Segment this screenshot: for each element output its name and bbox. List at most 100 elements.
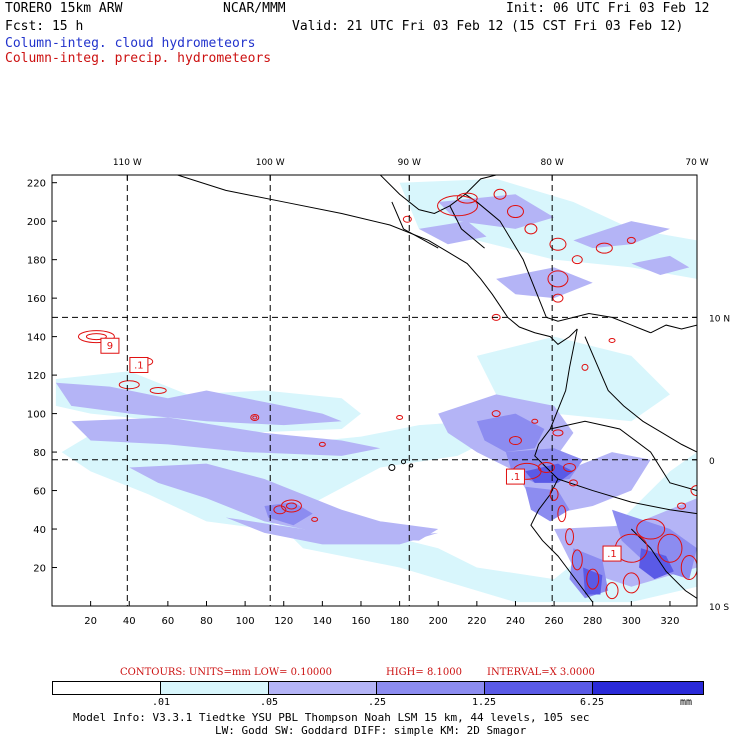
lon-label: 100 W <box>256 158 285 168</box>
x-tick-label: 140 <box>313 616 332 627</box>
precip-contour <box>608 337 616 343</box>
colorbar-tick: .05 <box>260 697 279 708</box>
x-tick-label: 40 <box>123 616 136 627</box>
x-tick-label: 100 <box>236 616 255 627</box>
precip-contour <box>605 582 619 600</box>
x-tick-label: 220 <box>467 616 486 627</box>
colorbar-unit: mm <box>680 697 693 708</box>
y-tick-label: 160 <box>27 294 46 305</box>
precip-contour <box>85 333 107 341</box>
cloud-region <box>612 509 697 580</box>
precip-contour <box>690 485 697 497</box>
coastline-yucatan <box>464 175 497 195</box>
precip-contour <box>252 415 258 420</box>
lon-label: 110 W <box>113 158 142 168</box>
x-tick-label: 300 <box>622 616 641 627</box>
lon-label: 70 W <box>685 158 708 168</box>
model-info-line2: LW: Godd SW: Goddard DIFF: simple KM: 2D… <box>215 724 527 737</box>
border <box>584 336 697 453</box>
precip-contour <box>508 436 522 446</box>
colorbar-segment <box>268 681 377 695</box>
x-tick-label: 260 <box>545 616 564 627</box>
precip-contour <box>677 502 687 510</box>
colorbar-tick: 6.25 <box>580 697 605 708</box>
colorbar-segment <box>592 681 704 695</box>
x-tick-label: 180 <box>390 616 409 627</box>
colorbar-segment <box>376 681 485 695</box>
precip-contour <box>549 237 567 251</box>
precip-contour <box>493 188 507 200</box>
precip-contour <box>626 236 636 244</box>
cloud-region <box>55 382 342 426</box>
contour-label-box <box>129 356 149 373</box>
center-name: NCAR/MMM <box>223 1 286 16</box>
precip-contour <box>568 479 578 487</box>
precip-contour <box>557 505 567 523</box>
precip-contour <box>657 533 683 563</box>
precip-contour <box>77 330 115 344</box>
precip-contour <box>273 505 287 515</box>
precip-contour <box>285 502 297 510</box>
colorbar-tick: .25 <box>368 697 387 708</box>
lon-label: 90 W <box>398 158 421 168</box>
border <box>391 201 439 249</box>
latlon-grid <box>52 175 697 606</box>
precip-contour <box>552 429 564 437</box>
precip-contour <box>595 242 613 254</box>
x-tick-label: 60 <box>162 616 175 627</box>
colorbar-segment <box>160 681 269 695</box>
y-tick-label: 100 <box>27 410 46 421</box>
coastline-layer <box>177 175 697 603</box>
colorbar-tick: 1.25 <box>472 697 497 708</box>
contour-label-box <box>100 337 120 354</box>
contour-label-text: .1 <box>134 360 144 371</box>
precip-contour <box>622 572 640 594</box>
y-tick-label: 180 <box>27 256 46 267</box>
lat-label: 10 S <box>709 603 729 613</box>
cloud-region <box>573 221 670 249</box>
precip-contour <box>547 270 569 288</box>
coastline-venezuela <box>650 324 697 334</box>
coastline-south-america <box>530 328 594 603</box>
galapagos-island <box>409 463 414 468</box>
coastline-caribbean <box>379 175 651 334</box>
contour-high: HIGH= 8.1000 <box>386 667 462 678</box>
precip-contour <box>563 462 577 472</box>
x-tick-label: 20 <box>84 616 97 627</box>
contour-label-box <box>602 545 622 562</box>
cloud-region <box>61 421 497 530</box>
precip-contour <box>318 441 326 447</box>
border <box>557 478 697 515</box>
precip-contour <box>437 195 479 217</box>
cloud-region <box>71 417 381 456</box>
y-tick-label: 140 <box>27 333 46 344</box>
colorbar-segment <box>52 681 161 695</box>
precip-contour <box>549 487 559 501</box>
contour-label-text: .1 <box>511 472 521 483</box>
precip-contour <box>250 413 260 421</box>
cloud-region <box>496 267 593 299</box>
y-tick-label: 80 <box>33 448 46 459</box>
axis-ticks <box>52 175 698 607</box>
coastline-central-america <box>177 175 578 345</box>
valid-time: Valid: 21 UTC Fri 03 Feb 12 (15 CST Fri … <box>292 19 684 34</box>
forecast-hour: Fcst: 15 h <box>5 19 84 34</box>
model-info-line1: Model Info: V3.3.1 Tiedtke YSU PBL Thomp… <box>73 711 590 724</box>
y-tick-label: 120 <box>27 371 46 382</box>
y-tick-label: 40 <box>33 525 46 536</box>
precip-contour <box>531 418 539 424</box>
plot-frame <box>51 174 698 607</box>
y-tick-label: 220 <box>27 179 46 190</box>
precip-contour <box>311 516 319 522</box>
precip-contour <box>680 555 697 581</box>
model-name: TORERO 15km ARW <box>5 1 123 16</box>
precip-contour <box>149 387 167 394</box>
y-tick-label: 60 <box>33 487 46 498</box>
cloud-region <box>639 548 674 580</box>
precip-contour <box>524 223 538 235</box>
galapagos-island <box>388 463 396 471</box>
x-tick-label: 80 <box>200 616 213 627</box>
colorbar-segment <box>484 681 593 695</box>
precip-contour <box>396 414 404 420</box>
